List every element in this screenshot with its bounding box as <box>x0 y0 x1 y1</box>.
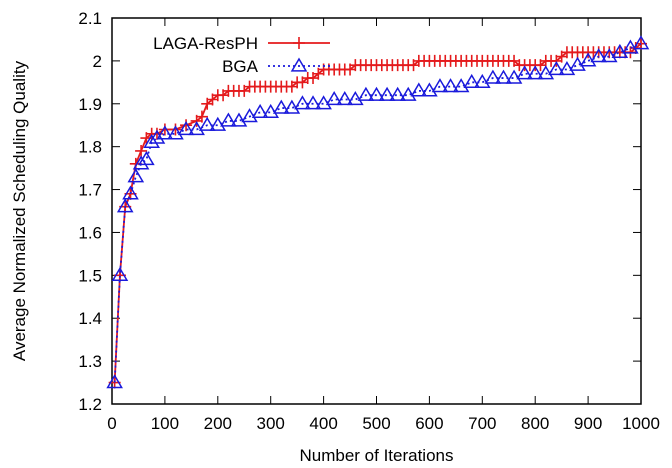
y-tick-label: 1.4 <box>78 309 102 328</box>
triangle-marker <box>111 266 129 281</box>
y-tick-label: 1.2 <box>78 395 102 414</box>
plot-border <box>111 17 642 405</box>
triangle-marker <box>315 95 332 110</box>
x-tick-label: 900 <box>574 414 602 433</box>
triangle-marker <box>548 60 565 76</box>
triangle-marker <box>347 91 364 106</box>
triangle-marker <box>473 73 491 88</box>
triangle-marker <box>421 82 438 97</box>
triangle-marker <box>389 86 406 101</box>
legend-label: BGA <box>222 57 259 76</box>
triangle-marker <box>378 86 396 101</box>
triangle-marker <box>357 86 375 101</box>
legend-label: LAGA-ResPH <box>153 34 258 53</box>
y-tick-label: 1.7 <box>78 181 102 200</box>
y-tick-label: 1.8 <box>78 138 102 157</box>
triangle-marker <box>230 112 248 127</box>
y-tick-label: 2 <box>93 52 102 71</box>
triangle-marker <box>127 168 145 183</box>
triangle-marker <box>463 73 481 88</box>
triangle-marker <box>399 86 417 101</box>
triangle-marker <box>611 43 629 58</box>
triangle-marker <box>143 133 160 149</box>
plus-marker <box>135 144 148 157</box>
series-layer <box>106 35 650 389</box>
triangle-marker <box>294 95 311 110</box>
y-tick-label: 1.6 <box>78 223 102 242</box>
triangle-marker <box>272 99 290 114</box>
triangle-marker <box>198 116 216 131</box>
series-bga <box>106 35 650 389</box>
y-axis-label: Average Normalized Scheduling Quality <box>10 60 29 361</box>
triangle-marker <box>516 65 533 80</box>
x-tick-label: 700 <box>468 414 496 433</box>
x-tick-label: 800 <box>521 414 549 433</box>
triangle-marker <box>177 121 195 136</box>
triangle-marker <box>122 185 139 200</box>
triangle-marker <box>138 151 155 166</box>
plot-frame <box>111 17 642 405</box>
triangle-marker <box>283 99 301 114</box>
x-axis: 0 100 200 300 400 500 600 700 800 900 1000 <box>107 18 660 433</box>
triangle-marker <box>526 65 544 80</box>
triangle-marker <box>156 125 174 140</box>
triangle-marker <box>148 129 166 144</box>
y-tick-label: 1.5 <box>78 266 102 285</box>
triangle-marker <box>495 69 512 84</box>
x-tick-label: 0 <box>107 414 116 433</box>
triangle-marker <box>209 116 227 131</box>
x-tick-label: 300 <box>257 414 285 433</box>
triangle-marker <box>106 374 123 389</box>
triangle-marker <box>452 78 470 93</box>
x-tick-label: 200 <box>204 414 232 433</box>
triangle-marker <box>167 125 184 140</box>
y-tick-label: 1.9 <box>78 95 102 114</box>
triangle-marker <box>304 95 322 110</box>
triangle-marker <box>116 198 134 213</box>
x-tick-label: 400 <box>309 414 337 433</box>
triangle-marker <box>336 91 354 106</box>
triangle-marker <box>241 108 258 123</box>
triangle-marker <box>590 48 607 63</box>
y-axis: 1.2 1.3 1.4 1.5 1.6 1.7 1.8 1.9 2 2.1 <box>78 9 641 414</box>
y-tick-label: 1.3 <box>78 352 102 371</box>
triangle-marker <box>368 86 385 101</box>
triangle-marker <box>579 52 597 67</box>
plus-marker <box>195 110 208 123</box>
triangle-marker <box>632 35 650 50</box>
y-tick-label: 2.1 <box>78 9 102 28</box>
triangle-marker <box>558 60 576 76</box>
triangle-marker <box>251 103 269 119</box>
x-tick-label: 500 <box>362 414 390 433</box>
triangle-marker <box>600 48 618 63</box>
x-tick-label: 600 <box>415 414 443 433</box>
triangle-marker <box>569 56 586 71</box>
triangle-marker <box>410 82 428 97</box>
triangle-marker <box>505 69 523 84</box>
x-axis-label: Number of Iterations <box>299 446 453 465</box>
triangle-marker <box>431 78 449 93</box>
legend: LAGA-ResPH BGA <box>153 34 330 76</box>
x-tick-label: 1000 <box>622 414 660 433</box>
triangle-marker <box>262 103 280 119</box>
plus-marker <box>293 37 305 49</box>
triangle-marker <box>622 39 639 54</box>
triangle-marker <box>442 78 459 93</box>
series-line <box>113 43 642 383</box>
triangle-marker <box>132 155 150 170</box>
series-laga-resph <box>108 37 647 389</box>
triangle-marker <box>537 65 555 80</box>
triangle-marker <box>188 121 205 136</box>
x-tick-label: 100 <box>151 414 179 433</box>
triangle-marker <box>484 69 502 84</box>
triangle-marker <box>325 91 343 106</box>
series-line <box>113 42 642 383</box>
triangle-marker <box>220 112 237 127</box>
triangle-marker <box>290 57 308 72</box>
